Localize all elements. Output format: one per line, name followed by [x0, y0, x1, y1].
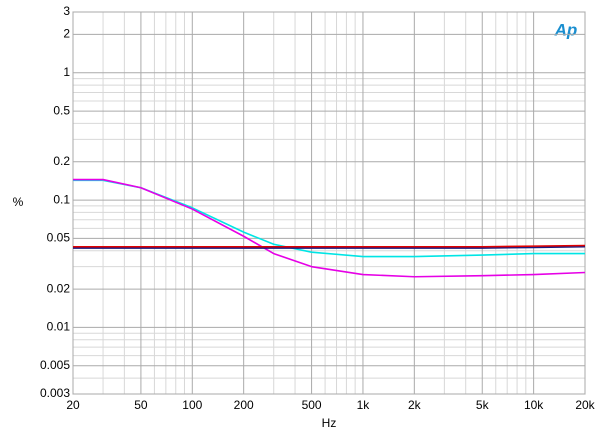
y-tick-label: 3 [63, 4, 70, 18]
y-tick-label: 2 [63, 27, 70, 41]
x-tick-label: 5k [476, 398, 490, 412]
x-tick-label: 20 [66, 398, 80, 412]
y-tick-label: 0.005 [40, 358, 70, 372]
y-tick-label: 0.2 [53, 154, 70, 168]
x-tick-label: 20k [575, 398, 595, 412]
y-tick-label: 0.05 [47, 231, 71, 245]
series-line [73, 245, 586, 249]
plot-area [72, 11, 586, 395]
y-tick-label: 0.003 [40, 386, 70, 400]
series-line [73, 178, 586, 278]
x-tick-label: 1k [357, 398, 371, 412]
x-tick-label: 200 [234, 398, 254, 412]
y-tick-label: 1 [63, 65, 70, 79]
y-tick-label: 0.5 [53, 103, 70, 117]
y-axis-label: % [13, 195, 24, 209]
x-tick-label: 500 [302, 398, 322, 412]
logo: Ap [554, 20, 578, 39]
y-tick-label: 0.01 [47, 320, 71, 334]
y-tick-label: 0.02 [47, 281, 71, 295]
x-tick-label: 2k [408, 398, 422, 412]
series-line [73, 244, 586, 248]
x-tick-label: 10k [524, 398, 544, 412]
y-tick-label: 0.1 [53, 192, 70, 206]
x-tick-label: 100 [182, 398, 202, 412]
x-tick-label: 50 [134, 398, 148, 412]
x-axis-label: Hz [322, 416, 337, 430]
